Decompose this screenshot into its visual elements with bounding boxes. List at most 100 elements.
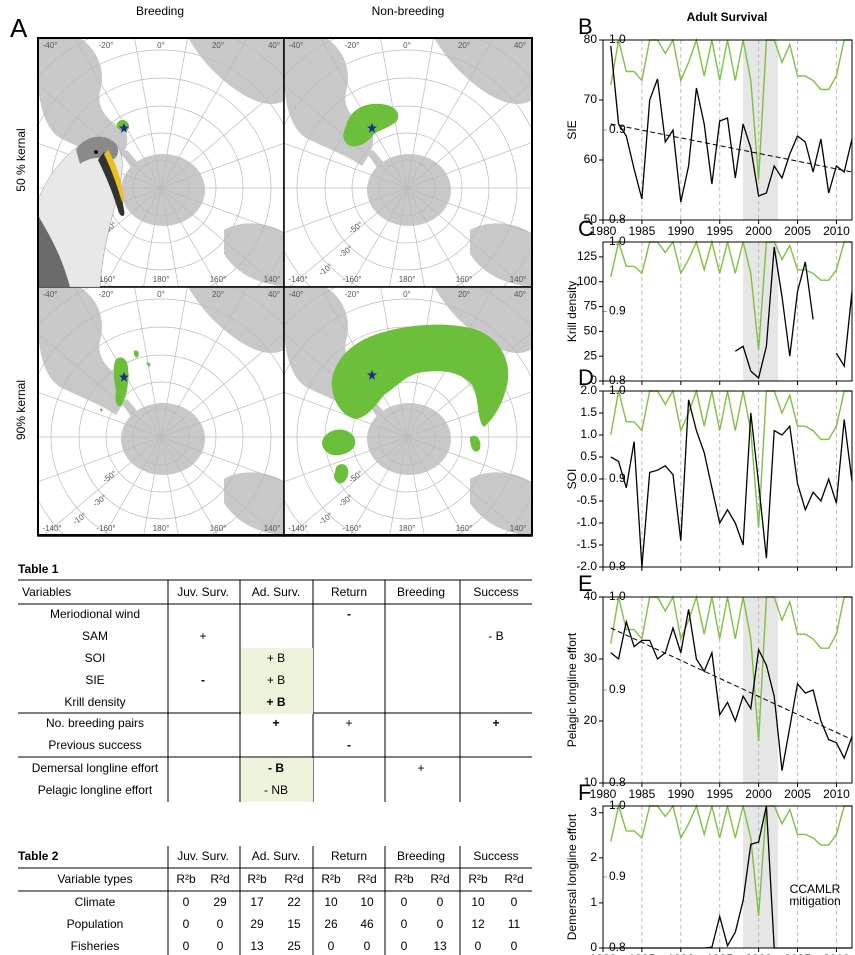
sub-header: R²d xyxy=(504,872,523,886)
graticule xyxy=(406,436,532,483)
y2-tick-label: 1.0 xyxy=(609,32,626,46)
land xyxy=(470,223,532,286)
graticule xyxy=(143,187,162,287)
map-label: 160° xyxy=(456,524,473,533)
y-tick-label: 1.0 xyxy=(580,427,597,441)
y2-tick-label: 0.9 xyxy=(609,869,626,883)
table-cell: 10 xyxy=(471,895,485,909)
y-tick-label: -0.5 xyxy=(576,493,597,507)
chart-title: Adult Survival xyxy=(687,10,768,24)
data-line xyxy=(734,246,853,380)
map-label: 180° xyxy=(153,524,170,533)
y-tick-label: 0 xyxy=(590,373,597,387)
chart-panel: 1980 1985 1990 1995 2000 2005 2010102030400.80… xyxy=(565,571,853,801)
x-tick-label: 1985 xyxy=(629,224,656,238)
graticule xyxy=(406,331,532,438)
table-cell: 0 xyxy=(475,939,482,953)
table-cell: - xyxy=(347,738,351,752)
panel-letter: B xyxy=(578,14,593,39)
x-tick-label: 1985 xyxy=(629,952,656,955)
graticule xyxy=(406,142,532,189)
y-tick-label: -1.5 xyxy=(576,537,597,551)
x-tick-label: 1995 xyxy=(706,787,733,801)
x-tick-label: 2005 xyxy=(784,224,811,238)
cell-highlight xyxy=(241,648,313,670)
column-title: Breeding xyxy=(136,4,184,18)
chart-panel: 1980 1985 1990 1995 2000 2005 2010506070800.80… xyxy=(565,14,853,238)
graticule xyxy=(406,287,495,438)
chart-panel: 0 25 50 75 100 125 0.8 0.9 1.0 Krill density C xyxy=(565,216,853,387)
map-label: 140° xyxy=(510,524,527,533)
sub-header: R²d xyxy=(357,872,376,886)
graticule xyxy=(284,391,408,438)
graticule xyxy=(406,187,532,234)
map-label: 0° xyxy=(157,290,165,299)
y-tick-label: 25 xyxy=(584,348,598,362)
table-header: Juv. Surv. xyxy=(177,849,229,863)
y2-tick-label: 0.9 xyxy=(609,304,626,318)
data-line xyxy=(610,399,853,568)
y-axis-label: SOI xyxy=(565,469,579,490)
graticule xyxy=(406,38,434,189)
x-tick-label: 2005 xyxy=(784,952,811,955)
panel-letter: C xyxy=(578,216,594,241)
y2-tick-label: 0.8 xyxy=(609,212,626,226)
y-tick-label: -2.0 xyxy=(576,559,597,573)
table-cell: 13 xyxy=(250,939,264,953)
kernel-area xyxy=(343,103,399,147)
row-label: Pelagic longline effort xyxy=(38,783,153,797)
table-cell: - NB xyxy=(264,783,288,797)
table-header: Breeding xyxy=(397,585,445,599)
graticule xyxy=(43,436,162,535)
table-cell: 0 xyxy=(183,895,190,909)
map-label: -20° xyxy=(345,41,360,50)
table-cell: 11 xyxy=(508,917,521,931)
map-label: 20° xyxy=(458,41,470,50)
y-tick-label: 2.0 xyxy=(580,383,597,397)
table-cell: + B xyxy=(267,673,285,687)
graticule xyxy=(160,187,280,287)
graticule xyxy=(406,82,532,189)
row-label: Variable types xyxy=(57,872,132,886)
map-label: 40° xyxy=(514,290,526,299)
y-tick-label: -1.0 xyxy=(576,515,597,529)
sub-header: R²b xyxy=(468,872,488,886)
graticule xyxy=(284,298,532,535)
table-cell: + xyxy=(199,629,206,643)
table-cell: 17 xyxy=(250,895,264,909)
map: -40°-20°0°20°40°-140°-160°180°160°140°-5… xyxy=(38,287,284,535)
bird-bill xyxy=(98,152,125,216)
map-label: -160° xyxy=(342,275,361,284)
graticule xyxy=(160,287,249,438)
graticule xyxy=(160,84,284,189)
y2-tick-label: 0.9 xyxy=(609,471,626,485)
colony-star xyxy=(367,370,377,380)
sub-header: R²b xyxy=(176,872,196,886)
table-cell: 46 xyxy=(360,917,374,931)
map-label: 180° xyxy=(153,275,170,284)
x-tick-label: 2000 xyxy=(745,224,772,238)
panel-letter: F xyxy=(578,780,591,805)
graticule xyxy=(38,333,162,438)
map-label: 40° xyxy=(268,290,280,299)
table-cell: 0 xyxy=(437,917,444,931)
y2-tick-label: 1.0 xyxy=(609,798,626,812)
table-cell: 0 xyxy=(183,939,190,953)
graticule xyxy=(284,49,532,287)
map-label: -140° xyxy=(288,524,307,533)
y-tick-label: 100 xyxy=(577,274,597,288)
plot-frame xyxy=(602,390,853,568)
antarctic-peninsula xyxy=(367,150,385,168)
map-label: -20° xyxy=(99,290,114,299)
plot-frame xyxy=(602,39,853,221)
map-label: -160° xyxy=(96,524,115,533)
x-tick-label: 1980 xyxy=(590,224,617,238)
bird-body xyxy=(37,136,123,288)
graticule xyxy=(284,436,408,483)
table-cell: 29 xyxy=(250,917,264,931)
table-cell: 0 xyxy=(183,917,190,931)
table-cell: + xyxy=(492,716,499,730)
graticule xyxy=(284,142,408,189)
table-title: Table 2 xyxy=(18,849,59,863)
graticule xyxy=(406,187,526,287)
